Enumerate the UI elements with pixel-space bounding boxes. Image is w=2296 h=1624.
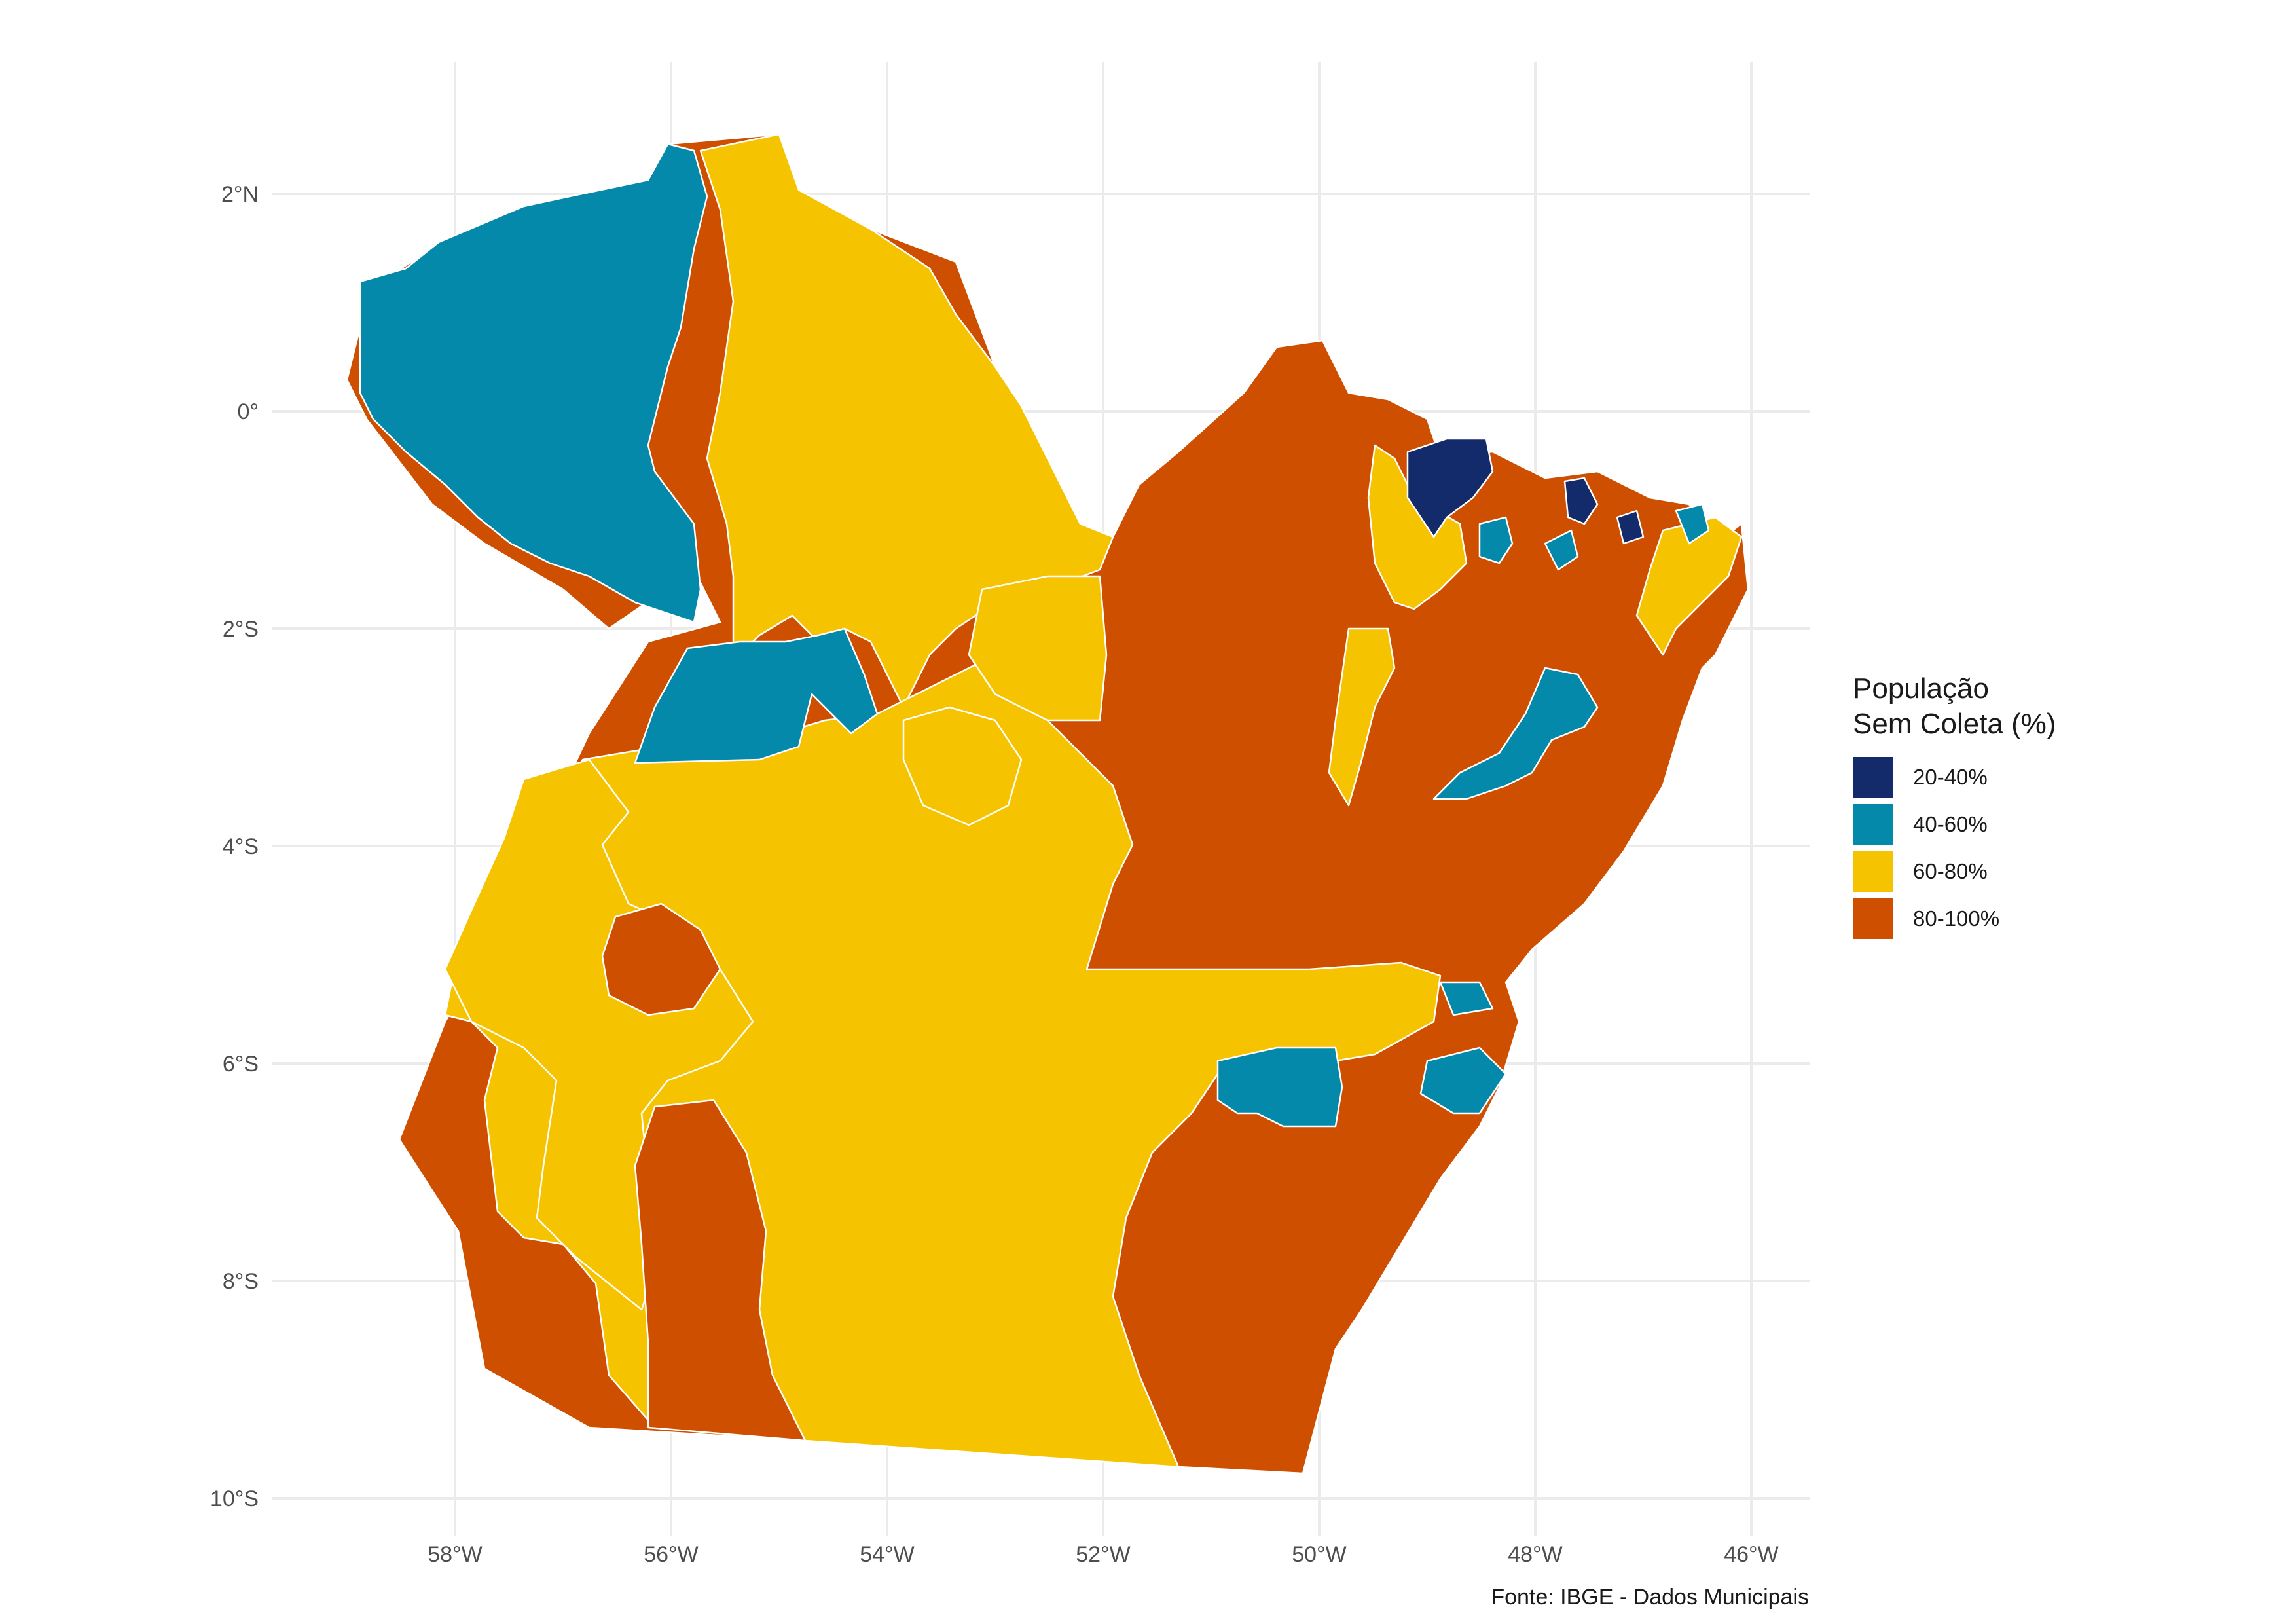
lon-tick-label: 56°W bbox=[644, 1542, 699, 1567]
lon-tick-label: 48°W bbox=[1508, 1542, 1563, 1567]
region-20-40 bbox=[1616, 509, 1645, 545]
region-60-80 bbox=[699, 133, 1114, 709]
region-40-60 bbox=[1478, 516, 1514, 564]
lon-tick-label: 52°W bbox=[1076, 1542, 1131, 1567]
legend-label: 20-40% bbox=[1913, 765, 1988, 789]
region-60-80 bbox=[1635, 516, 1743, 656]
region-40-60 bbox=[634, 627, 879, 764]
legend-item: 20-40% bbox=[1853, 754, 2056, 801]
legend-swatch bbox=[1853, 757, 1893, 798]
region-40-60 bbox=[1432, 667, 1599, 800]
lon-tick-label: 58°W bbox=[428, 1542, 483, 1567]
region-20-40 bbox=[1563, 477, 1599, 525]
region-20-40 bbox=[1406, 437, 1494, 538]
legend-label: 80-100% bbox=[1913, 906, 2000, 931]
lat-tick-label: 10°S bbox=[210, 1486, 259, 1511]
region-40-60 bbox=[1544, 529, 1579, 571]
legend-swatch bbox=[1853, 898, 1893, 939]
region-40-60 bbox=[359, 143, 708, 623]
municipality-regions bbox=[346, 133, 1749, 1475]
lat-tick-label: 0° bbox=[237, 399, 259, 424]
lat-tick-label: 2°N bbox=[221, 182, 259, 207]
region-60-80 bbox=[968, 575, 1108, 722]
longitude-labels: 58°W 56°W 54°W 52°W 50°W 48°W 46°W bbox=[428, 1542, 1779, 1567]
latitude-labels: 2°N 0° 2°S 4°S 6°S 8°S 10°S bbox=[210, 182, 259, 1511]
legend-title-line1: População bbox=[1853, 673, 1989, 705]
legend-item: 80-100% bbox=[1853, 895, 2056, 942]
lat-tick-label: 2°S bbox=[223, 617, 259, 642]
region-60-80 bbox=[1328, 627, 1396, 807]
legend-label: 60-80% bbox=[1913, 859, 1988, 883]
region-40-60 bbox=[1419, 1046, 1507, 1115]
region-40-60 bbox=[1439, 981, 1494, 1016]
legend-swatch bbox=[1853, 851, 1893, 892]
lat-tick-label: 8°S bbox=[223, 1269, 259, 1294]
legend-label: 40-60% bbox=[1913, 812, 1988, 836]
legend-title: População Sem Coleta (%) bbox=[1853, 671, 2056, 742]
lat-tick-label: 4°S bbox=[223, 834, 259, 859]
legend-item: 60-80% bbox=[1853, 848, 2056, 895]
lon-tick-label: 54°W bbox=[860, 1542, 915, 1567]
legend: População Sem Coleta (%) 20-40% 40-60% 6… bbox=[1853, 671, 2056, 942]
lat-tick-label: 6°S bbox=[223, 1052, 259, 1077]
region-80-100 bbox=[601, 902, 721, 1016]
region-80-100 bbox=[634, 1099, 807, 1442]
region-40-60 bbox=[1216, 1046, 1343, 1128]
region-40-60 bbox=[1675, 503, 1710, 545]
region-60-80 bbox=[902, 706, 1023, 826]
source-caption: Fonte: IBGE - Dados Municipais bbox=[1491, 1585, 1809, 1610]
lon-tick-label: 50°W bbox=[1292, 1542, 1347, 1567]
legend-swatch bbox=[1853, 804, 1893, 845]
lon-tick-label: 46°W bbox=[1724, 1542, 1779, 1567]
legend-title-line2: Sem Coleta (%) bbox=[1853, 708, 2056, 740]
legend-item: 40-60% bbox=[1853, 801, 2056, 848]
